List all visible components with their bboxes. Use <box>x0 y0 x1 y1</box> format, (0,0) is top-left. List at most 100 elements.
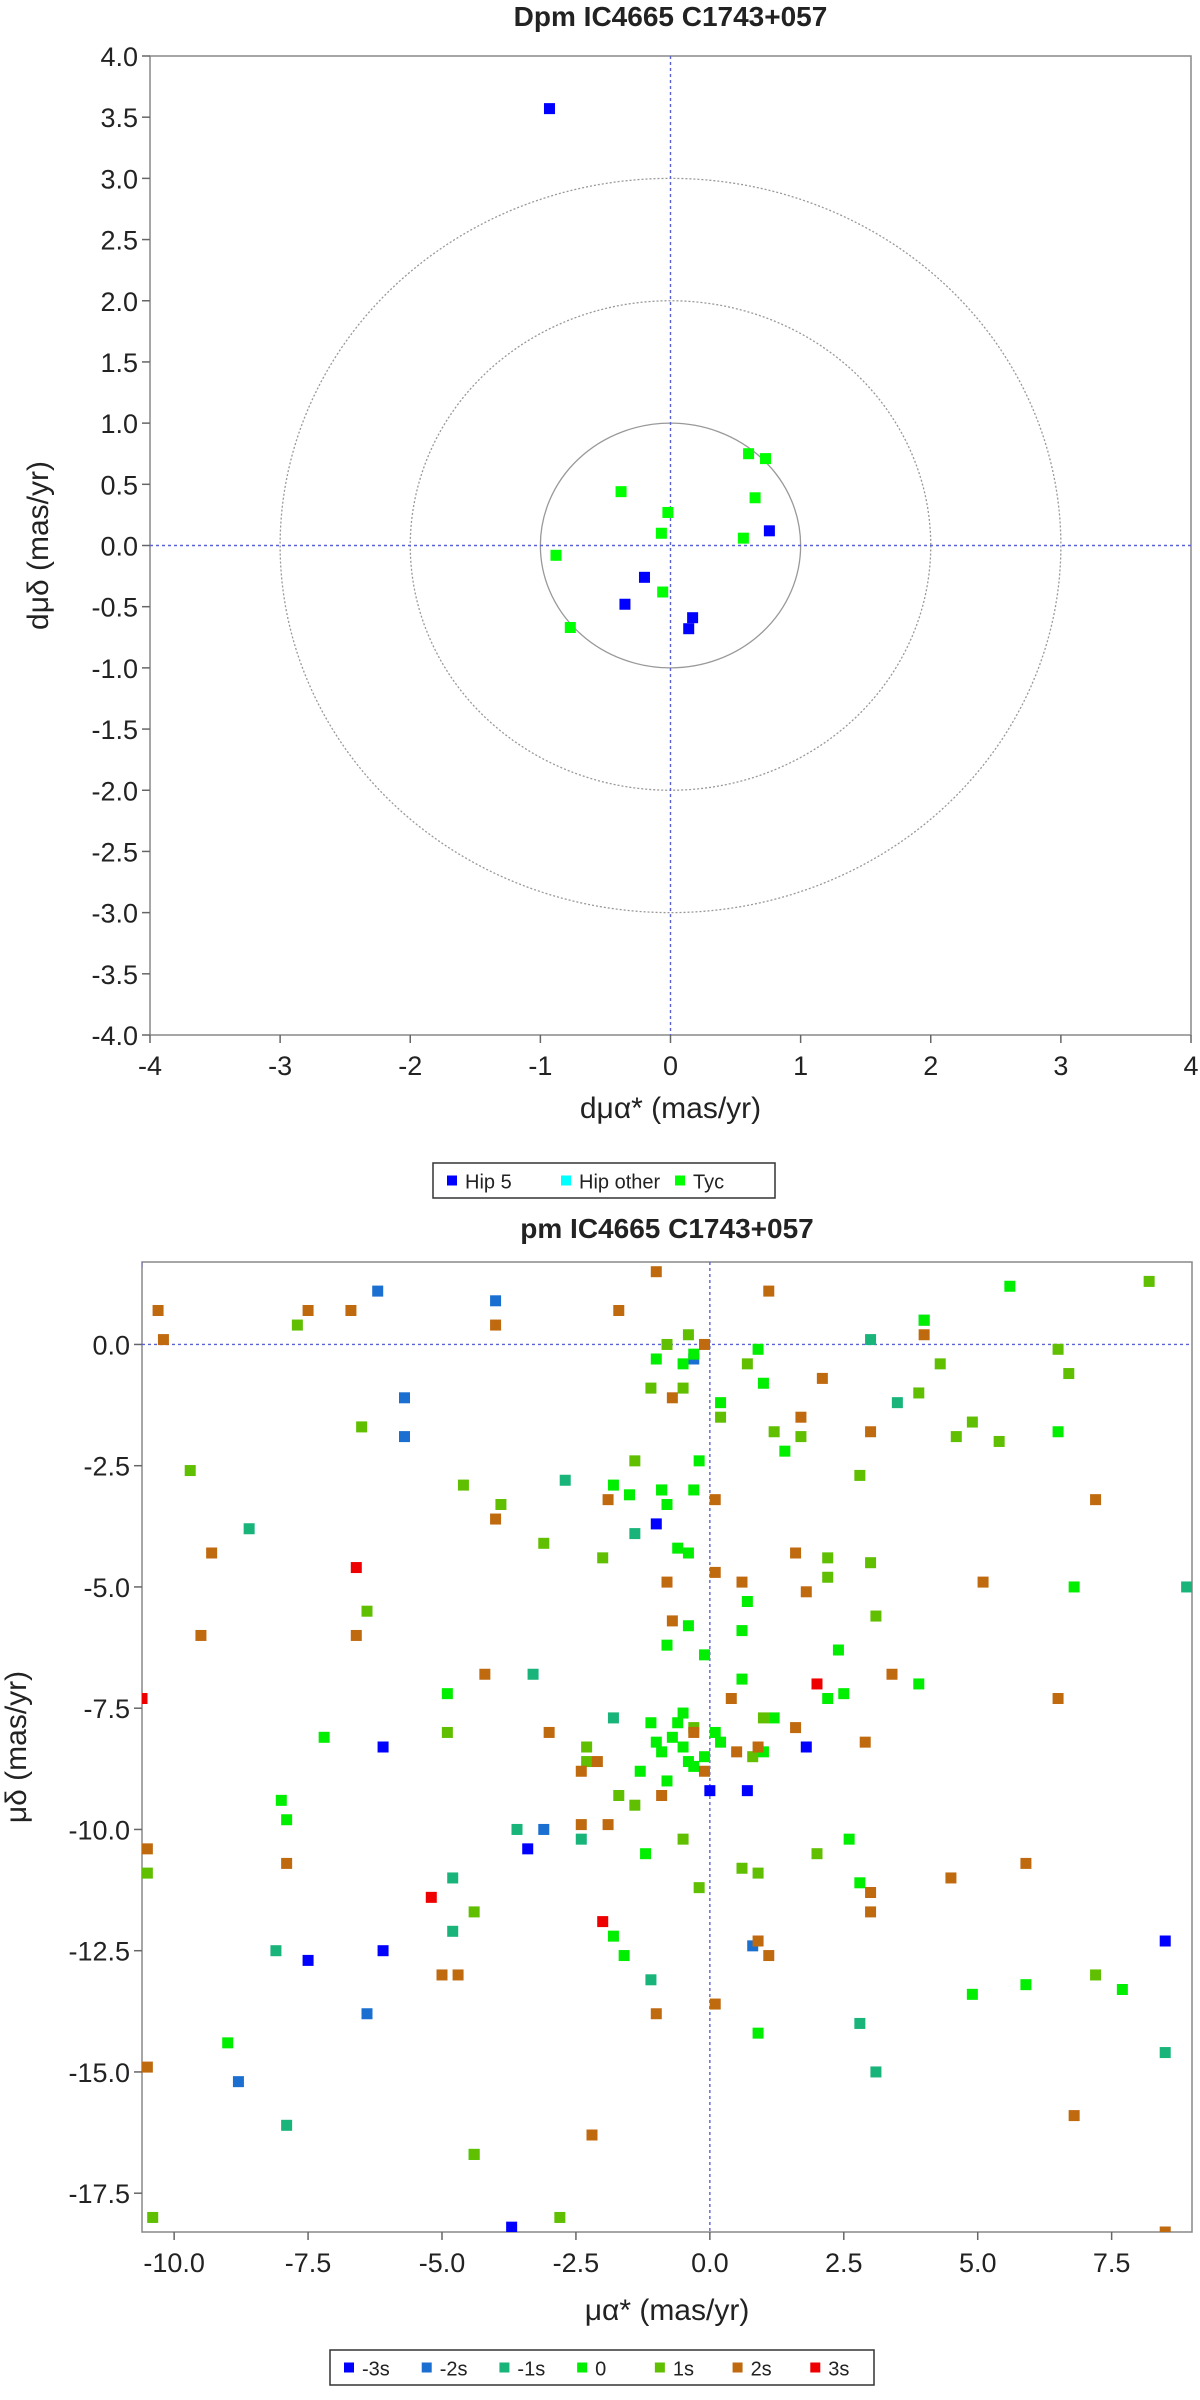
data-point <box>275 1794 287 1806</box>
data-point <box>506 2221 518 2232</box>
data-point <box>656 1484 668 1496</box>
data-point <box>281 2119 293 2131</box>
data-point <box>543 103 555 115</box>
y-tick-label: -4.0 <box>91 1021 138 1051</box>
data-point <box>399 1392 410 1404</box>
data-point <box>615 486 627 498</box>
data-point <box>629 1799 641 1811</box>
data-point <box>752 1741 764 1753</box>
data-point <box>870 2066 882 2078</box>
data-point <box>564 621 576 633</box>
data-point <box>581 1756 593 1768</box>
series-Hip 5 <box>543 103 775 635</box>
y-tick-label: 1.5 <box>100 348 138 378</box>
y-tick-label: -10.0 <box>68 1815 130 1845</box>
data-point <box>550 549 562 561</box>
data-point <box>1068 1581 1080 1593</box>
legend-label: 1s <box>673 2359 694 2381</box>
y-tick-label: -1.0 <box>91 654 138 684</box>
data-point <box>779 1445 791 1457</box>
data-point <box>854 1469 866 1481</box>
y-tick-label: 3.0 <box>100 164 138 194</box>
y-tick-label: 1.0 <box>100 409 138 439</box>
x-tick-label: -3 <box>268 1051 292 1081</box>
data-point <box>704 1785 716 1797</box>
data-point <box>1004 1280 1016 1292</box>
data-point <box>607 1479 619 1491</box>
legend-marker <box>577 2362 588 2373</box>
data-point <box>447 1925 459 1937</box>
chart-title: pm IC4665 C1743+057 <box>520 1213 813 1244</box>
data-point <box>318 1731 330 1743</box>
data-point <box>838 1688 850 1700</box>
data-point <box>490 1295 502 1307</box>
data-point <box>1116 1984 1128 1995</box>
y-tick-label: 0.0 <box>100 532 138 562</box>
plot-contents <box>150 56 1191 1035</box>
data-point <box>479 1668 491 1680</box>
x-tick-label: -5.0 <box>419 2248 466 2278</box>
data-point <box>661 1338 673 1350</box>
x-tick-label: -10.0 <box>143 2248 205 2278</box>
data-point <box>1159 1935 1171 1947</box>
y-tick-label: -12.5 <box>68 1937 130 1967</box>
legend-label: 0 <box>595 2359 606 2381</box>
legend-marker <box>675 1175 685 1186</box>
legend-label: 3s <box>828 2359 849 2381</box>
data-point <box>709 1726 721 1738</box>
y-tick-label: -3.0 <box>91 899 138 929</box>
data-point <box>559 1474 571 1486</box>
data-point <box>731 1746 743 1758</box>
data-point <box>677 1707 689 1719</box>
y-axis-label: μδ (mas/yr) <box>0 1671 33 1823</box>
legend-box <box>432 1162 776 1199</box>
x-axis-label: dμα* (mas/yr) <box>580 1092 761 1125</box>
x-tick-label: -2.5 <box>553 2248 600 2278</box>
data-point <box>634 1765 646 1777</box>
data-point <box>682 1620 694 1632</box>
data-point <box>749 492 761 504</box>
data-point <box>575 1819 587 1831</box>
data-point <box>759 453 771 465</box>
data-point <box>752 1343 764 1355</box>
data-point <box>468 2148 480 2160</box>
data-point <box>795 1431 807 1443</box>
data-point <box>800 1586 812 1598</box>
data-point <box>607 1930 619 1942</box>
data-point <box>447 1872 459 1884</box>
data-point <box>677 1833 689 1845</box>
data-point <box>709 1998 721 2010</box>
data-point <box>147 2211 159 2223</box>
data-point <box>618 1950 630 1962</box>
data-point <box>790 1547 802 1559</box>
data-point <box>736 1862 748 1874</box>
legend-label: -2s <box>440 2359 468 2381</box>
data-point <box>624 1489 635 1501</box>
data-point <box>629 1528 641 1540</box>
x-tick-label: -4 <box>138 1051 162 1081</box>
data-point <box>361 2008 373 2020</box>
data-point <box>142 1693 148 1704</box>
data-point <box>918 1314 930 1326</box>
data-point <box>741 1358 753 1370</box>
data-point <box>865 1426 877 1438</box>
data-point <box>747 1751 759 1763</box>
data-point <box>425 1891 437 1903</box>
series-3s <box>142 1562 823 1928</box>
data-point <box>763 1950 775 1962</box>
legend: Hip 5 Hip other Tyc <box>432 1162 776 1199</box>
data-point <box>870 1610 882 1622</box>
data-point <box>913 1678 925 1690</box>
series-2s <box>142 1266 1171 2232</box>
legend-label: -1s <box>517 2359 545 2381</box>
data-point <box>645 1382 657 1394</box>
data-point <box>490 1513 502 1525</box>
data-point <box>687 612 699 624</box>
data-point <box>543 1726 555 1738</box>
data-point <box>699 1338 710 1350</box>
data-point <box>865 1887 877 1898</box>
data-point <box>243 1523 255 1535</box>
data-point <box>581 1741 593 1753</box>
data-point <box>291 1319 303 1331</box>
data-point <box>854 2017 866 2029</box>
